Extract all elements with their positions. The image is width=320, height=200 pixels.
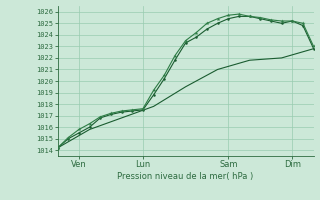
- X-axis label: Pression niveau de la mer( hPa ): Pression niveau de la mer( hPa ): [117, 172, 254, 181]
